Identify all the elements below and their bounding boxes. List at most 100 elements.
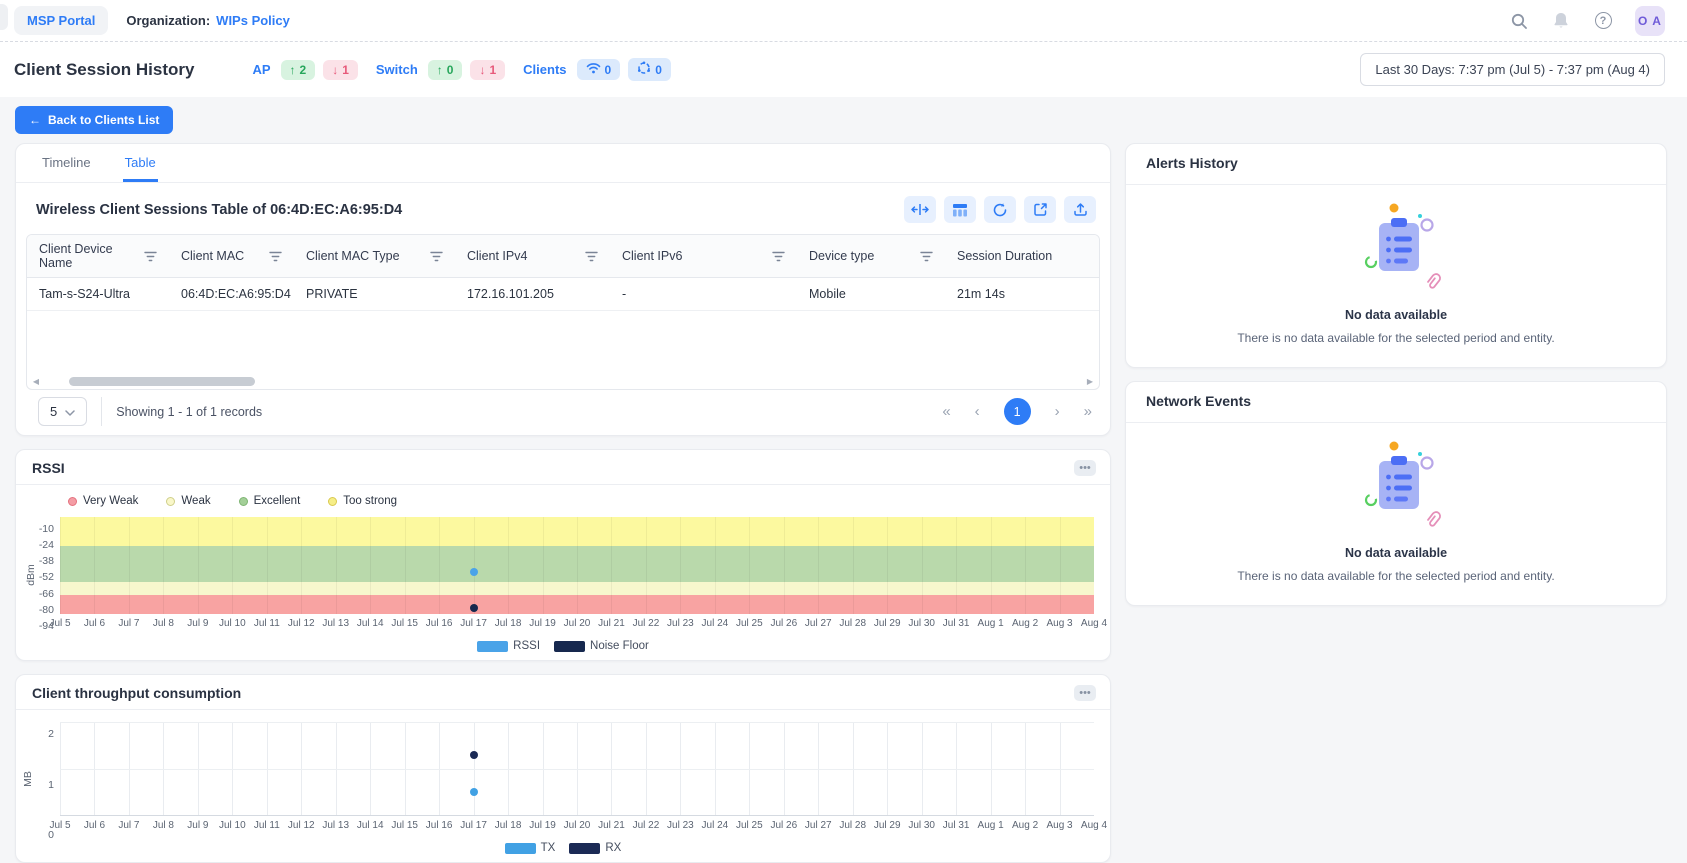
throughput-chart-card: Client throughput consumption ••• MB 012…	[15, 674, 1111, 863]
first-page-icon[interactable]: «	[942, 404, 950, 419]
page-title: Client Session History	[14, 60, 194, 80]
gridline	[818, 517, 819, 614]
help-icon[interactable]: ?	[1593, 11, 1613, 31]
scroll-right-icon[interactable]: ▶	[1085, 377, 1095, 386]
switch-up-badge[interactable]: ↑0	[428, 60, 463, 80]
organization-link[interactable]: WIPs Policy	[216, 13, 290, 28]
alerts-history-title: Alerts History	[1146, 155, 1238, 171]
column-header-inner: Device type	[809, 249, 933, 263]
previous-page-icon[interactable]: ‹	[975, 404, 980, 419]
topbar: MSP Portal Organization:WIPs Policy ? O …	[0, 0, 1687, 42]
tab-table[interactable]: Table	[123, 144, 158, 182]
last-page-icon[interactable]: »	[1084, 404, 1092, 419]
open-external-button[interactable]	[1024, 196, 1056, 223]
msp-portal-chip[interactable]: MSP Portal	[14, 6, 108, 35]
clients-stat-label: Clients	[523, 62, 566, 77]
pager: « ‹ 1 › »	[942, 398, 1092, 425]
filter-icon[interactable]	[772, 251, 785, 262]
notifications-bell-icon[interactable]	[1551, 11, 1571, 31]
x-tick-label: Jul 9	[187, 618, 208, 629]
filter-icon[interactable]	[585, 251, 598, 262]
tx-data-point	[470, 788, 478, 796]
x-tick-label: Jul 27	[805, 618, 832, 629]
gridline	[1060, 517, 1061, 614]
x-tick-label: Jul 15	[391, 820, 418, 831]
clients-wifi-badge[interactable]: 0	[577, 59, 621, 80]
arrow-up-icon: ↑	[290, 63, 296, 77]
table-row[interactable]: Tam-s-S24-Ultra06:4D:EC:A6:95:D4PRIVATE1…	[27, 278, 1099, 311]
x-tick-label: Jul 24	[702, 820, 729, 831]
gridline	[60, 517, 61, 614]
x-tick-label: Jul 21	[598, 618, 625, 629]
rssi-menu-button[interactable]: •••	[1074, 460, 1096, 476]
export-upload-button[interactable]	[1064, 196, 1096, 223]
throughput-menu-button[interactable]: •••	[1074, 685, 1096, 701]
switch-down-count: 1	[489, 63, 496, 77]
legend-item-noise-floor[interactable]: Noise Floor	[554, 640, 649, 652]
ap-up-badge[interactable]: ↑2	[281, 60, 316, 80]
tab-timeline[interactable]: Timeline	[40, 144, 93, 182]
table-cell: 21m 14s	[945, 278, 1099, 311]
gridline	[94, 517, 95, 614]
clients-mesh-badge[interactable]: 0	[628, 58, 671, 81]
scrollbar-thumb[interactable]	[69, 377, 255, 386]
showing-records-text: Showing 1 - 1 of 1 records	[116, 405, 262, 419]
events-empty-title: No data available	[1345, 546, 1447, 560]
band-legend-item-too-strong: Too strong	[328, 495, 397, 507]
x-tick-label: Jul 5	[49, 618, 70, 629]
rssi-y-axis: -10-24-38-52-66-80-94	[20, 517, 54, 633]
no-data-illustration	[1336, 437, 1456, 542]
page-header: Client Session History AP ↑2 ↓1 Switch ↑…	[0, 42, 1687, 97]
no-data-illustration	[1336, 199, 1456, 304]
date-range-picker[interactable]: Last 30 Days: 7:37 pm (Jul 5) - 7:37 pm …	[1360, 53, 1665, 86]
page-size-select[interactable]: 5	[38, 397, 87, 426]
scroll-left-icon[interactable]: ◀	[31, 377, 41, 386]
x-tick-label: Jul 25	[736, 618, 763, 629]
x-tick-label: Jul 17	[460, 820, 487, 831]
throughput-series-legend: TX RX	[16, 842, 1110, 854]
legend-label: TX	[541, 842, 556, 854]
x-tick-label: Jul 30	[908, 618, 935, 629]
refresh-button[interactable]	[984, 196, 1016, 223]
switch-down-badge[interactable]: ↓1	[470, 60, 505, 80]
gridline	[784, 517, 785, 614]
filter-icon[interactable]	[144, 251, 157, 262]
filter-icon[interactable]	[269, 251, 282, 262]
legend-item-rx[interactable]: RX	[569, 842, 621, 854]
next-page-icon[interactable]: ›	[1055, 404, 1060, 419]
x-tick-label: Jul 18	[495, 618, 522, 629]
x-tick-label: Jul 21	[598, 820, 625, 831]
gridline	[232, 517, 233, 614]
search-icon[interactable]	[1509, 11, 1529, 31]
x-tick-label: Aug 4	[1081, 618, 1107, 629]
scrollbar-track[interactable]	[41, 377, 1085, 386]
left-column: Timeline Table Wireless Client Sessions …	[15, 143, 1111, 863]
columns-settings-button[interactable]	[944, 196, 976, 223]
filter-icon[interactable]	[920, 251, 933, 262]
gridline	[301, 517, 302, 614]
fit-columns-button[interactable]	[904, 196, 936, 223]
ap-down-badge[interactable]: ↓1	[323, 60, 358, 80]
x-tick-label: Jul 19	[529, 820, 556, 831]
help-question-mark: ?	[1595, 12, 1612, 29]
x-tick-label: Jul 12	[288, 820, 315, 831]
x-tick-label: Jul 30	[908, 820, 935, 831]
current-page-button[interactable]: 1	[1004, 398, 1031, 425]
x-tick-label: Jul 24	[702, 618, 729, 629]
y-tick-label: 2	[48, 728, 54, 740]
x-tick-label: Jul 8	[153, 618, 174, 629]
x-tick-label: Jul 11	[254, 820, 280, 831]
throughput-plot	[60, 722, 1094, 816]
filter-icon[interactable]	[430, 251, 443, 262]
legend-label: Noise Floor	[590, 640, 649, 652]
gridline	[577, 517, 578, 614]
x-tick-label: Jul 14	[357, 820, 384, 831]
legend-item-tx[interactable]: TX	[505, 842, 556, 854]
gridline	[991, 517, 992, 614]
legend-item-rssi[interactable]: RSSI	[477, 640, 540, 652]
y-tick-label: -80	[39, 604, 54, 616]
back-button-label: Back to Clients List	[48, 113, 159, 127]
back-to-clients-button[interactable]: ← Back to Clients List	[15, 106, 173, 134]
x-tick-label: Jul 25	[736, 820, 763, 831]
user-avatar[interactable]: O A	[1635, 6, 1665, 36]
